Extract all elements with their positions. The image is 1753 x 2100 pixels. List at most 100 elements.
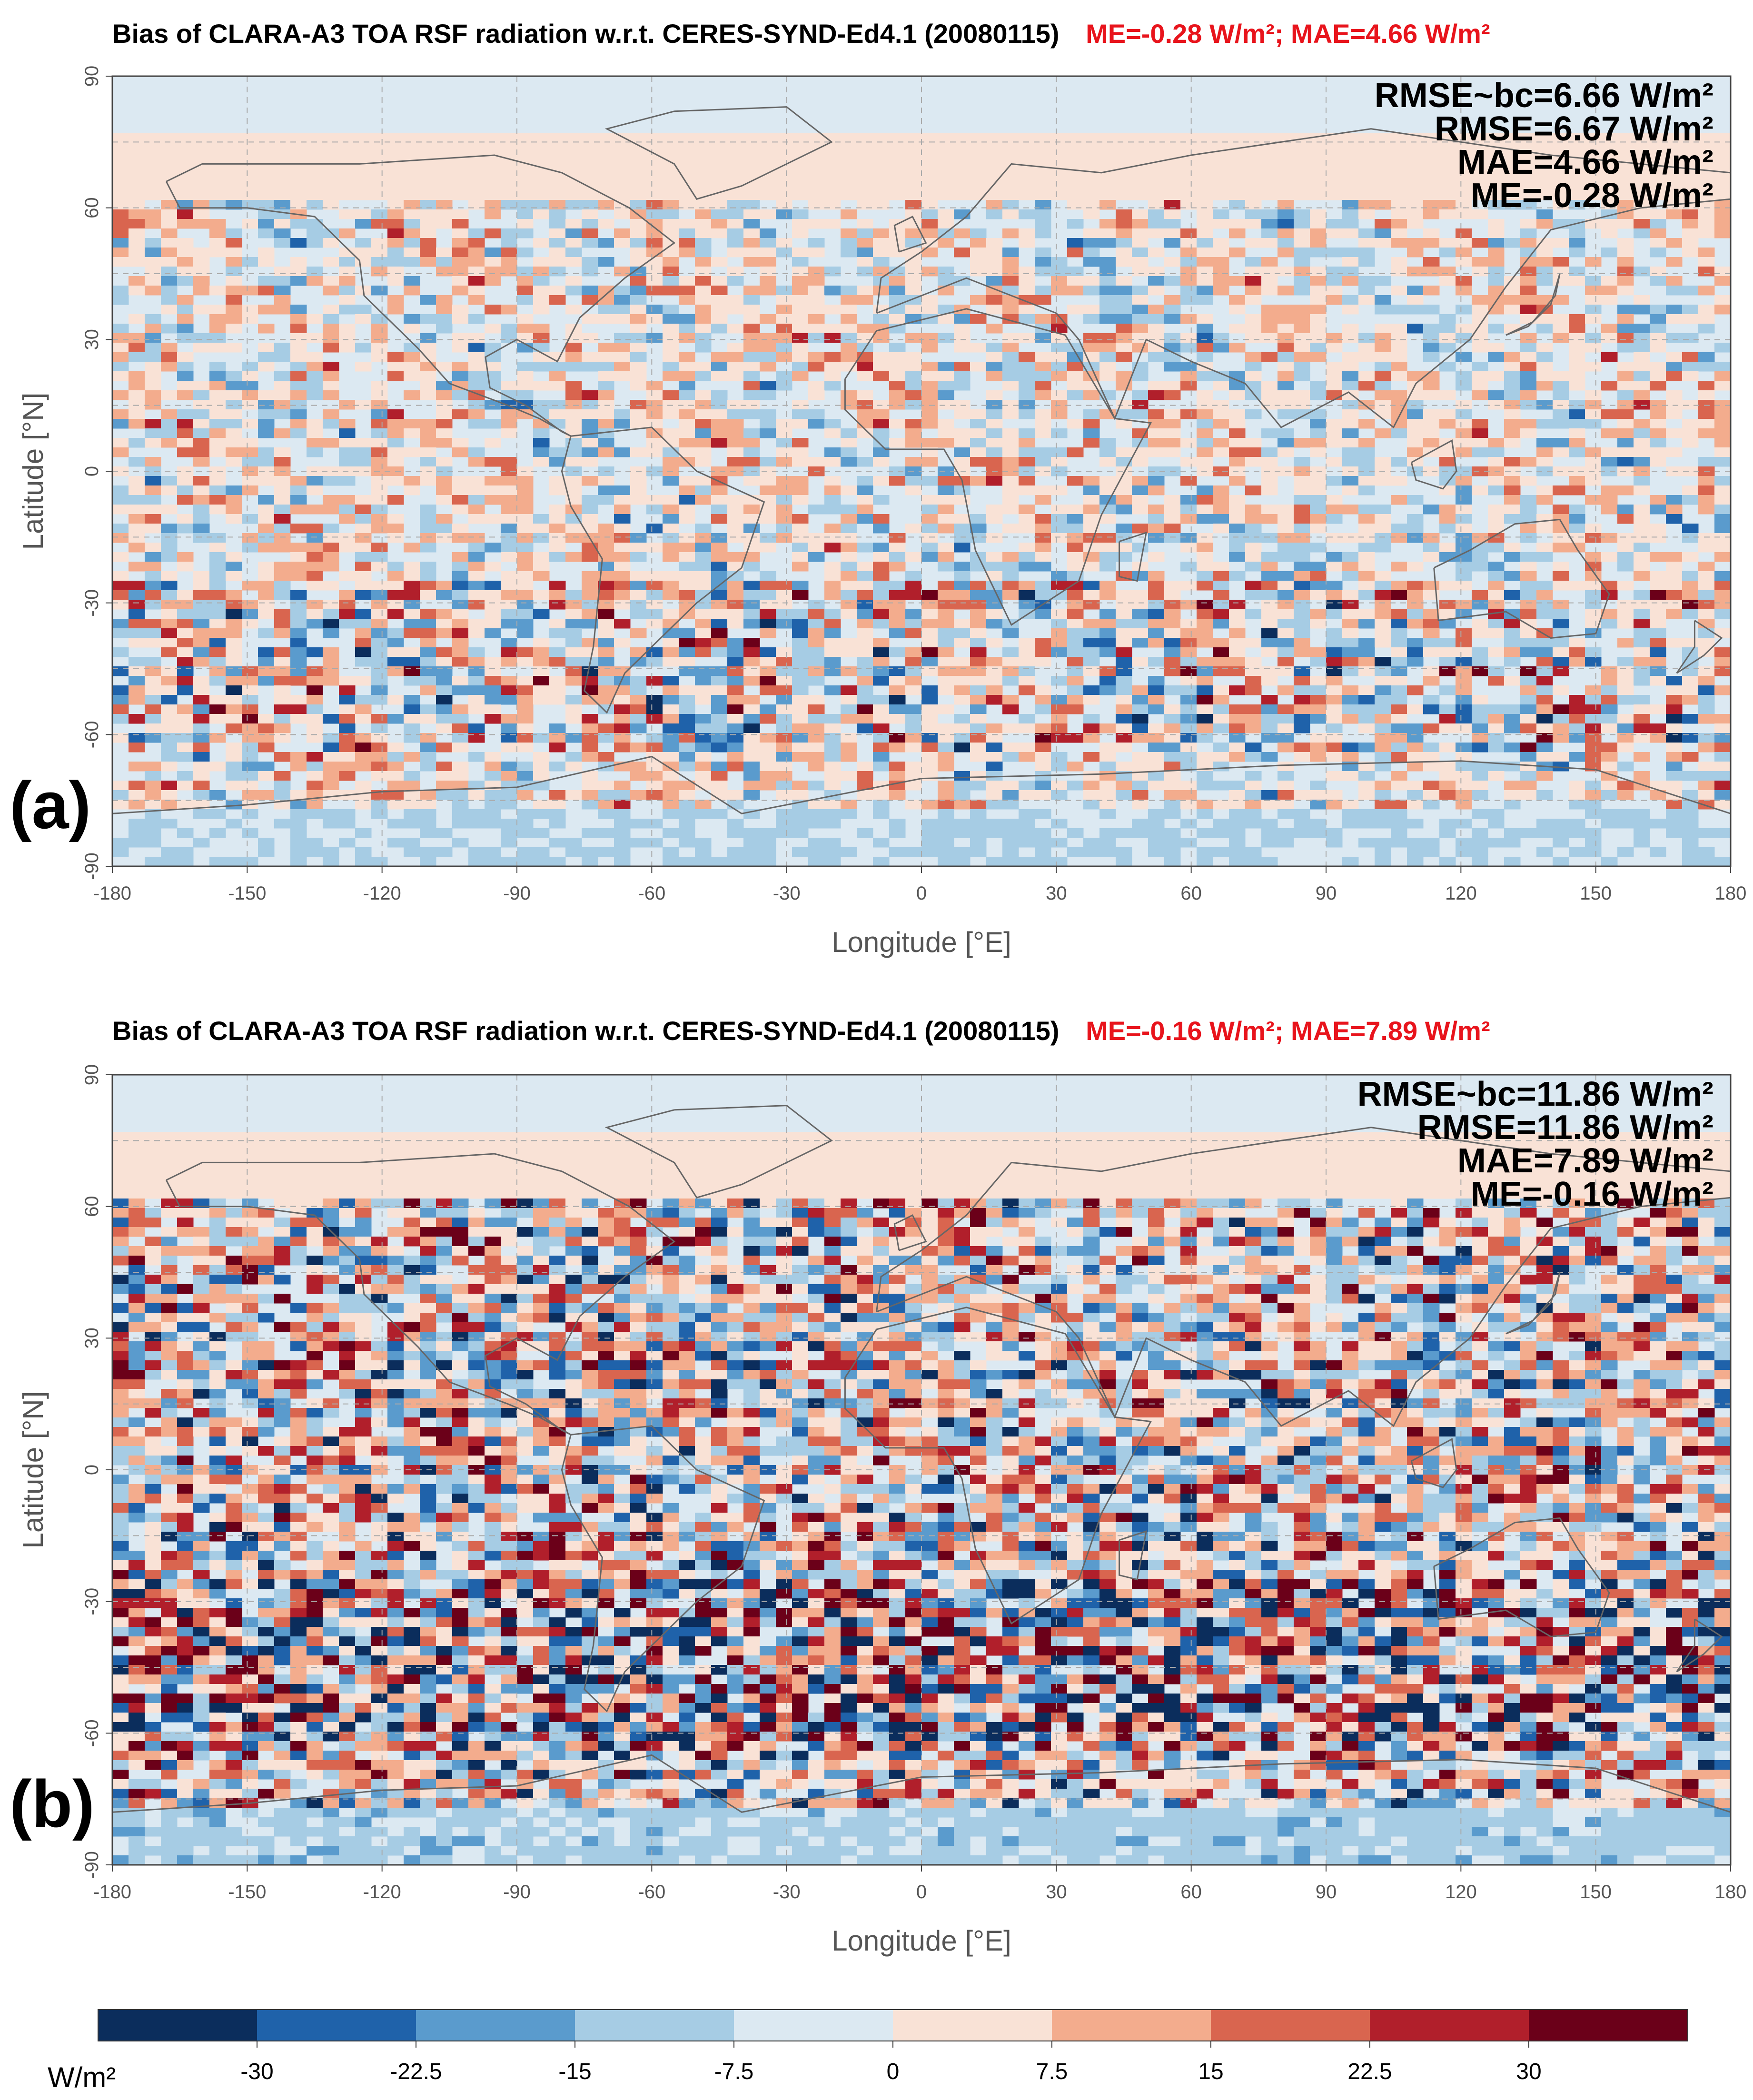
bias-cell: [582, 447, 598, 457]
bias-cell: [371, 257, 388, 267]
bias-cell: [954, 657, 971, 667]
bias-cell: [1682, 676, 1699, 686]
bias-cell: [630, 704, 647, 714]
bias-cell: [808, 276, 825, 286]
bias-cell: [873, 400, 890, 410]
bias-cell: [711, 638, 728, 648]
bias-cell: [1650, 495, 1666, 505]
bias-cell: [145, 286, 161, 296]
bias-cell: [760, 276, 776, 286]
bias-cell: [193, 743, 210, 753]
bias-cell: [1067, 638, 1084, 648]
bias-cell: [1375, 581, 1391, 591]
bias-cell: [1294, 619, 1310, 629]
bias-cell: [857, 590, 873, 600]
bias-cell: [582, 647, 598, 657]
bias-cell: [970, 733, 987, 743]
bias-cell: [743, 457, 760, 467]
bias-cell: [1067, 733, 1084, 743]
bias-cell: [679, 514, 695, 524]
bias-cell: [1488, 714, 1505, 724]
bias-cell: [1067, 371, 1084, 381]
bias-cell: [339, 133, 356, 143]
bias-cell: [565, 400, 582, 410]
bias-cell: [1229, 305, 1246, 315]
bias-cell: [1439, 714, 1456, 724]
bias-cell: [679, 428, 695, 438]
bias-cell: [1634, 533, 1650, 543]
bias-cell: [1698, 286, 1715, 296]
bias-cell: [339, 723, 356, 733]
bias-cell: [468, 676, 485, 686]
bias-cell: [161, 352, 178, 362]
bias-cell: [873, 181, 890, 191]
bias-cell: [161, 685, 178, 695]
bias-cell: [776, 457, 792, 467]
bias-cell: [824, 666, 841, 676]
bias-cell: [1698, 571, 1715, 581]
bias-cell: [209, 381, 226, 391]
bias-cell: [1002, 248, 1019, 258]
bias-cell: [1666, 190, 1683, 200]
bias-cell: [824, 219, 841, 229]
bias-cell: [1116, 695, 1132, 705]
bias-cell: [1116, 533, 1132, 543]
bias-cell: [1342, 362, 1359, 372]
bias-cell: [485, 676, 501, 686]
bias-cell: [582, 314, 598, 324]
bias-cell: [371, 181, 388, 191]
bias-cell: [1148, 476, 1165, 486]
bias-cell: [1197, 133, 1213, 143]
bias-cell: [1035, 248, 1051, 258]
bias-cell: [209, 171, 226, 181]
bias-cell: [954, 324, 971, 334]
bias-cell: [468, 400, 485, 410]
bias-cell: [1310, 590, 1327, 600]
bias-cell: [452, 638, 469, 648]
bias-cell: [1698, 685, 1715, 695]
bias-cell: [582, 676, 598, 686]
bias-cell: [1197, 581, 1213, 591]
bias-cell: [371, 457, 388, 467]
bias-cell: [921, 190, 938, 200]
bias-cell: [468, 685, 485, 695]
bias-cell: [258, 200, 275, 210]
bias-cell: [776, 495, 792, 505]
bias-cell: [1682, 581, 1699, 591]
bias-cell: [857, 171, 873, 181]
bias-cell: [792, 619, 809, 629]
bias-cell: [258, 228, 275, 238]
bias-cell: [760, 390, 776, 400]
bias-cell: [743, 590, 760, 600]
bias-cell: [921, 524, 938, 534]
bias-cell: [743, 314, 760, 324]
bias-cell: [1407, 190, 1424, 200]
bias-cell: [161, 723, 178, 733]
bias-cell: [727, 400, 744, 410]
bias-cell: [630, 238, 647, 248]
bias-cell: [954, 333, 971, 343]
bias-cell: [533, 152, 550, 162]
bias-cell: [209, 666, 226, 676]
bias-cell: [857, 190, 873, 200]
bias-cell: [517, 695, 534, 705]
bias-cell: [1164, 495, 1181, 505]
bias-cell: [549, 505, 566, 515]
bias-cell: [1698, 666, 1715, 676]
bias-cell: [1245, 562, 1262, 572]
bias-cell: [517, 704, 534, 714]
bias-cell: [565, 428, 582, 438]
bias-cell: [1019, 581, 1035, 591]
bias-cell: [760, 133, 776, 143]
bias-cell: [1261, 276, 1278, 286]
bias-cell: [468, 362, 485, 372]
bias-cell: [1617, 666, 1634, 676]
bias-cell: [1423, 390, 1440, 400]
bias-cell: [1488, 723, 1505, 733]
bias-cell: [193, 419, 210, 429]
bias-cell: [776, 505, 792, 515]
bias-cell: [905, 552, 922, 562]
bias-cell: [938, 152, 954, 162]
bias-cell: [792, 324, 809, 334]
bias-cell: [177, 314, 194, 324]
